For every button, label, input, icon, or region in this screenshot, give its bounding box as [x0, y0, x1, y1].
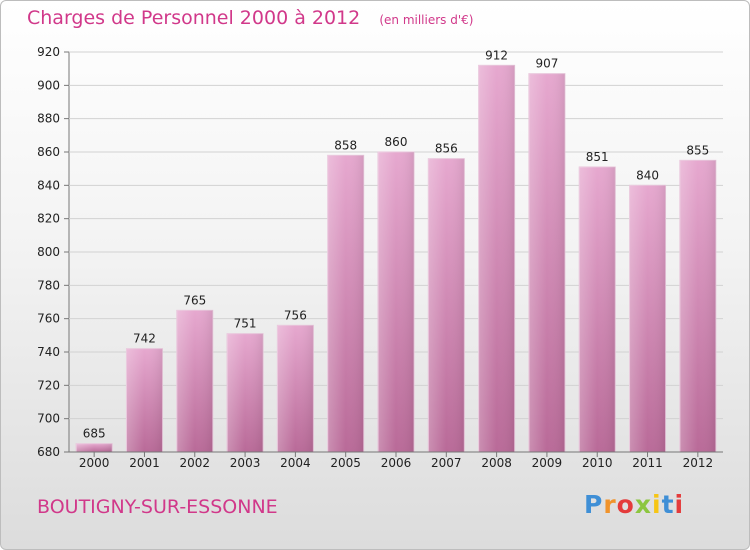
x-tick-label: 2011 — [632, 456, 663, 470]
x-tick-label: 2001 — [129, 456, 160, 470]
x-tick-label: 2005 — [330, 456, 361, 470]
x-tick-label: 2004 — [280, 456, 311, 470]
data-label: 855 — [686, 143, 709, 157]
data-label: 856 — [435, 142, 458, 156]
data-label: 840 — [636, 168, 659, 182]
logo-letter: P — [584, 490, 604, 519]
chart-subtitle: (en milliers d'€) — [379, 13, 474, 27]
data-label: 860 — [385, 135, 408, 149]
logo-letter: i — [674, 490, 685, 519]
y-tick-label: 700 — [37, 412, 60, 426]
commune-name: BOUTIGNY-SUR-ESSONNE — [37, 496, 278, 518]
x-tick-label: 2007 — [431, 456, 462, 470]
bar-shine — [327, 155, 364, 453]
bar-shine — [528, 73, 565, 453]
bar-shine — [378, 152, 414, 452]
data-label: 751 — [234, 317, 257, 331]
bar-shine — [126, 348, 163, 452]
y-tick-label: 780 — [37, 278, 60, 292]
x-tick-label: 2000 — [79, 456, 110, 470]
logo-letter: r — [603, 490, 617, 519]
logo-letter: o — [616, 490, 635, 519]
y-tick-label: 740 — [37, 345, 60, 359]
bar-shine — [76, 443, 113, 452]
data-label: 685 — [83, 427, 106, 441]
bar-shine — [478, 65, 515, 452]
y-tick-label: 800 — [37, 245, 60, 259]
y-tick-label: 920 — [37, 45, 60, 59]
y-tick-label: 900 — [37, 78, 60, 92]
logo-letter: x — [634, 490, 652, 519]
y-tick-label: 720 — [37, 378, 60, 392]
data-label: 858 — [334, 138, 357, 152]
y-tick-label: 840 — [37, 178, 60, 192]
y-tick-label: 760 — [37, 312, 60, 326]
bar-shine — [629, 185, 666, 453]
logo-letter: i — [652, 490, 662, 519]
data-label: 765 — [183, 293, 206, 307]
data-label: 851 — [586, 150, 609, 164]
data-label: 907 — [535, 57, 558, 71]
y-tick-label: 820 — [37, 212, 60, 226]
bar-shine — [679, 160, 716, 453]
data-label: 912 — [485, 48, 508, 62]
x-tick-label: 2010 — [582, 456, 613, 470]
bar-shine — [579, 167, 616, 452]
y-tick-label: 680 — [37, 445, 60, 459]
y-tick-label: 860 — [37, 145, 60, 159]
data-label: 756 — [284, 308, 307, 322]
x-tick-label: 2006 — [381, 456, 412, 470]
y-tick-label: 880 — [37, 112, 60, 126]
bar-shine — [227, 333, 264, 452]
x-tick-label: 2012 — [683, 456, 714, 470]
data-label: 742 — [133, 332, 156, 346]
logo-letter: t — [661, 490, 675, 519]
x-tick-label: 2003 — [230, 456, 261, 470]
x-tick-label: 2009 — [532, 456, 563, 470]
chart-title-block: Charges de Personnel 2000 à 2012 (en mil… — [27, 7, 473, 29]
chart-title: Charges de Personnel 2000 à 2012 — [27, 7, 361, 29]
proxiti-logo: Proxiti — [584, 490, 684, 519]
x-tick-label: 2002 — [179, 456, 210, 470]
bar-shine — [176, 310, 213, 452]
bar-shine — [428, 158, 465, 452]
bar-shine — [277, 325, 314, 452]
x-tick-label: 2008 — [481, 456, 512, 470]
